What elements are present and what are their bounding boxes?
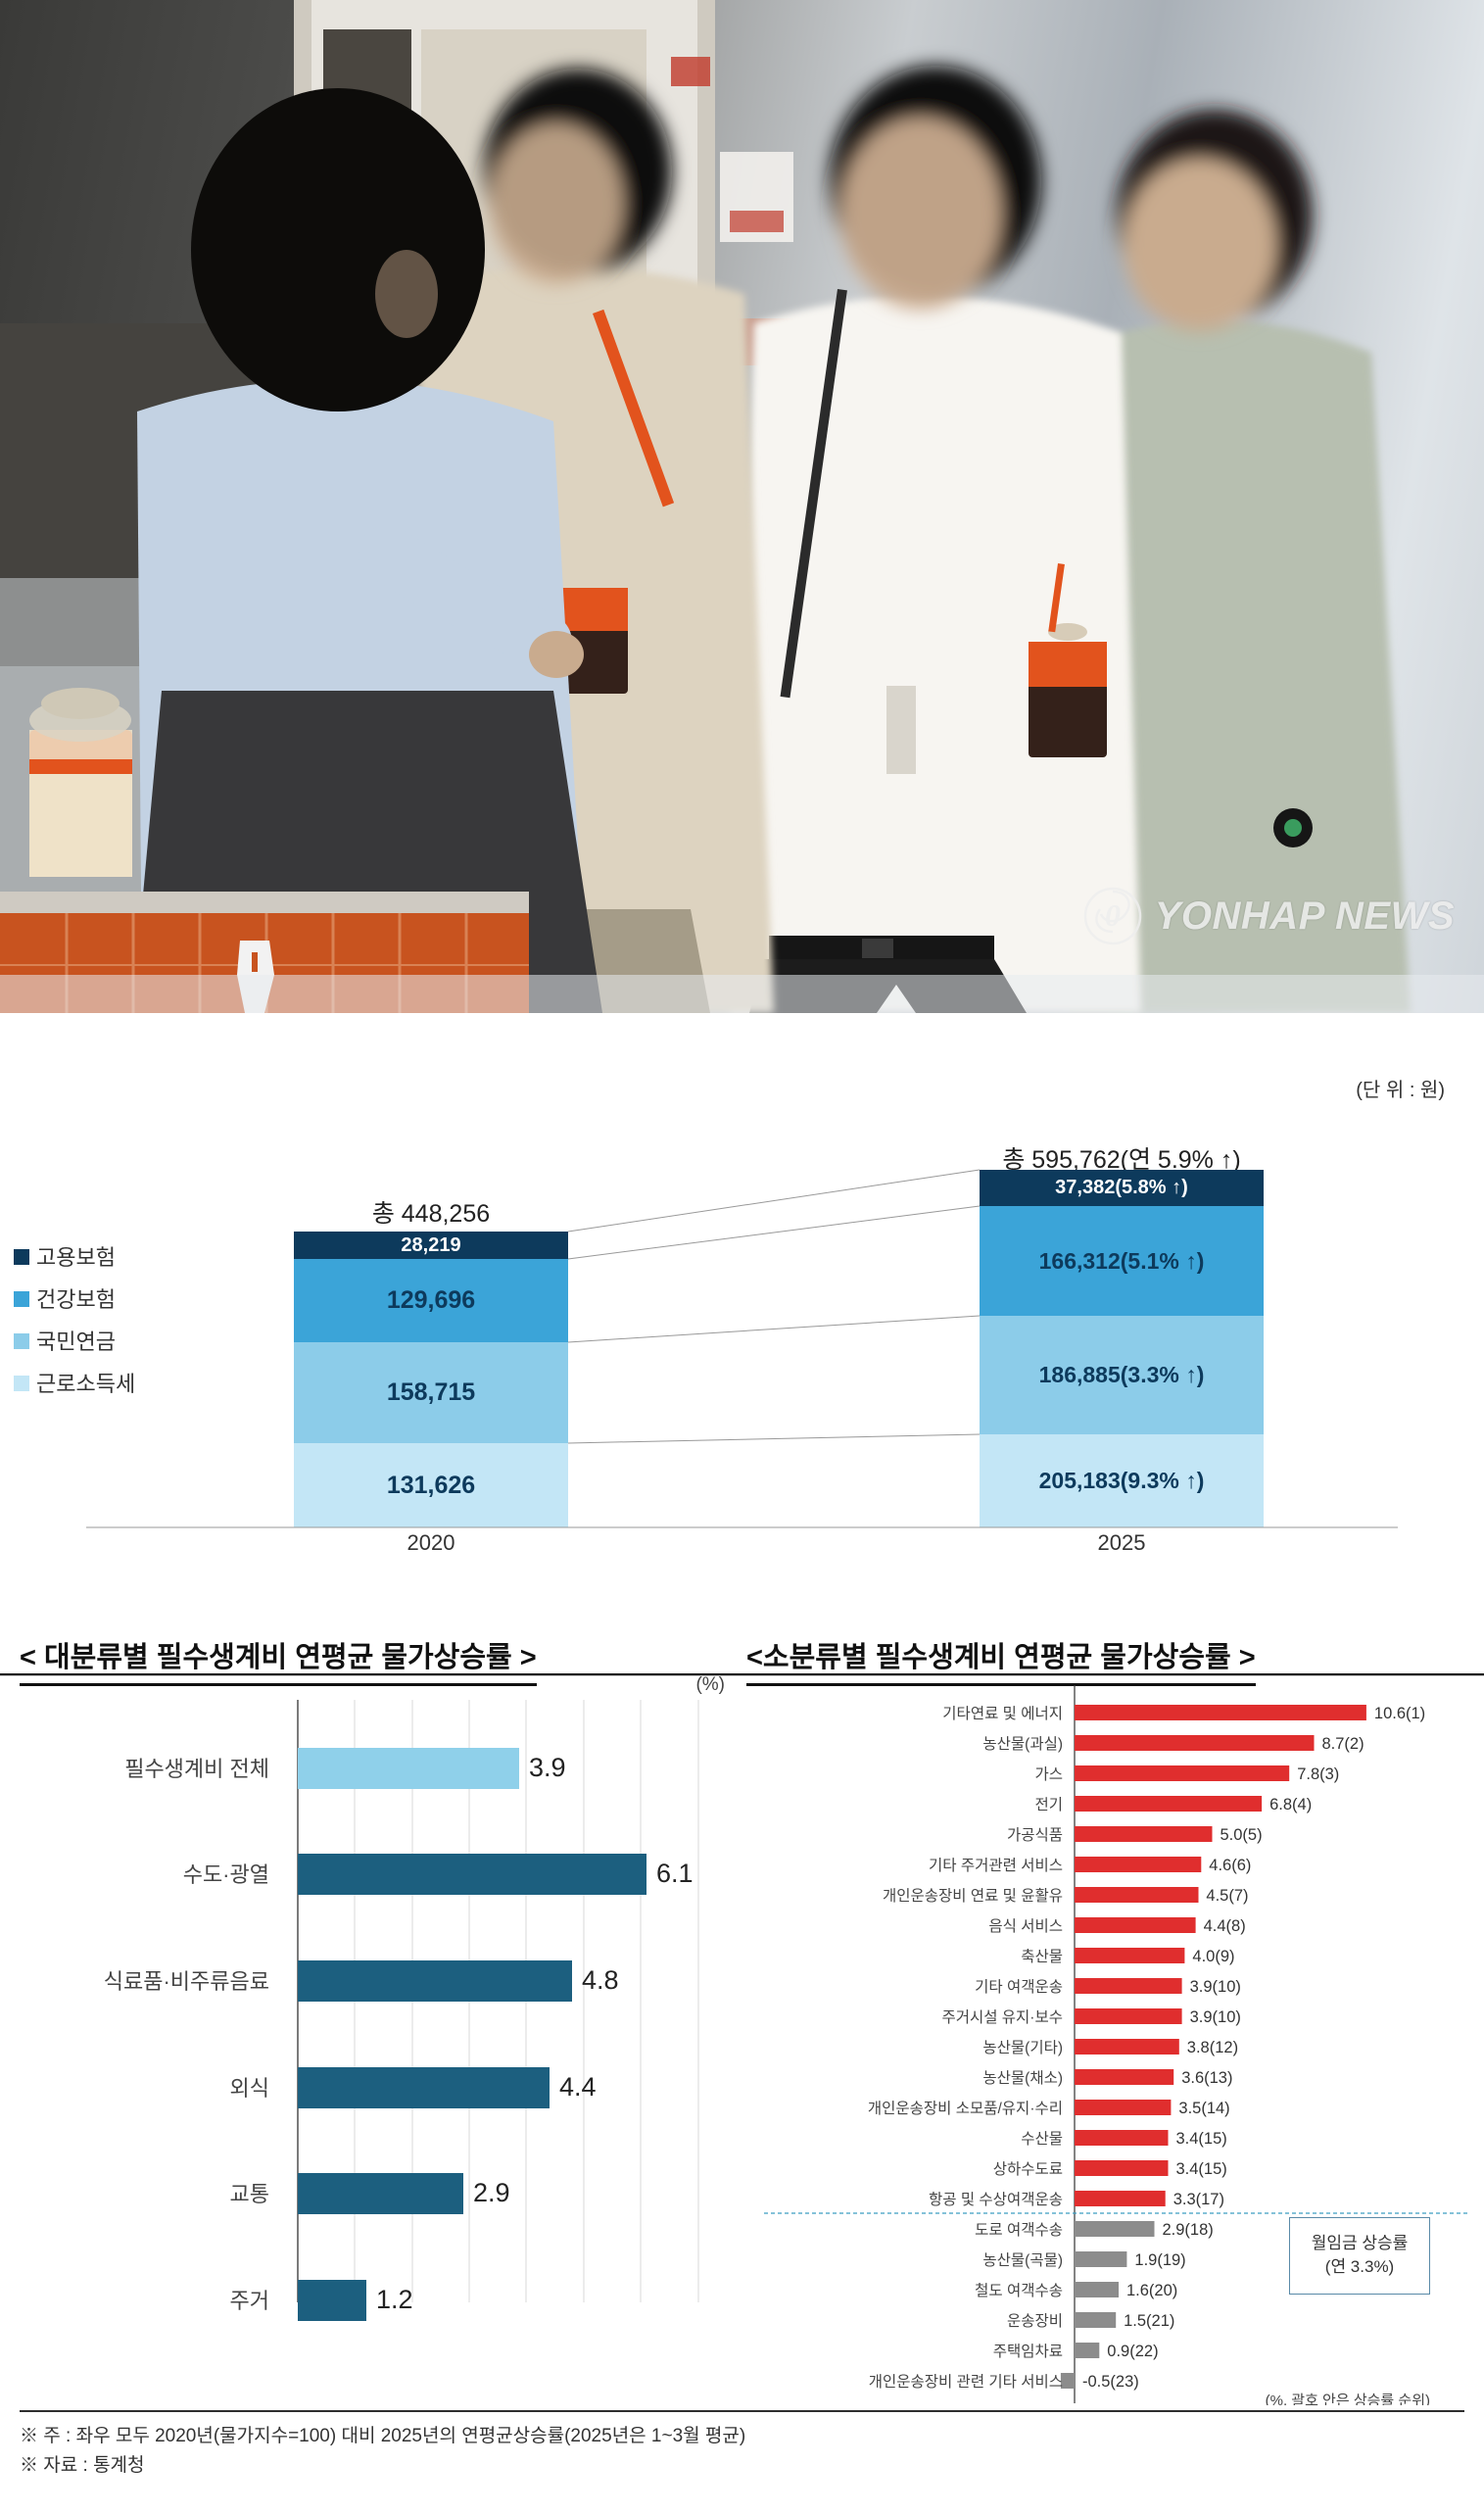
svg-text:3.9(10): 3.9(10): [1190, 2008, 1241, 2026]
svg-text:7.8(3): 7.8(3): [1297, 1765, 1339, 1783]
svg-text:기타 여객운송: 기타 여객운송: [975, 1978, 1063, 1996]
svg-text:개인운송장비 연료 및 윤활유: 개인운송장비 연료 및 윤활유: [883, 1887, 1063, 1905]
svg-text:3.5(14): 3.5(14): [1178, 2100, 1229, 2117]
svg-text:3.3(17): 3.3(17): [1173, 2191, 1224, 2208]
svg-text:수도·광열: 수도·광열: [183, 1862, 269, 1887]
svg-text:4.4(8): 4.4(8): [1204, 1917, 1246, 1935]
svg-text:도로 여객수송: 도로 여객수송: [975, 2221, 1063, 2239]
svg-text:3.9(10): 3.9(10): [1190, 1978, 1241, 1996]
svg-text:4.6(6): 4.6(6): [1209, 1857, 1251, 1874]
svg-text:3.8(12): 3.8(12): [1187, 2039, 1238, 2056]
svg-text:4.0(9): 4.0(9): [1192, 1948, 1234, 1965]
svg-text:항공 및 수상여객운송: 항공 및 수상여객운송: [929, 2191, 1063, 2208]
svg-text:4.8: 4.8: [582, 1965, 619, 1995]
svg-text:4.5(7): 4.5(7): [1206, 1887, 1248, 1905]
svg-text:3.9: 3.9: [529, 1753, 566, 1782]
svg-text:농산물(채소): 농산물(채소): [982, 2069, 1063, 2087]
svg-text:6.8(4): 6.8(4): [1269, 1796, 1312, 1813]
svg-text:식료품·비주류음료: 식료품·비주류음료: [104, 1969, 269, 1994]
svg-text:교통: 교통: [230, 2182, 269, 2206]
svg-text:5.0(5): 5.0(5): [1221, 1826, 1263, 1844]
svg-text:외식: 외식: [230, 2076, 269, 2101]
svg-text:가스: 가스: [1034, 1765, 1063, 1783]
svg-text:운송장비: 운송장비: [1007, 2312, 1063, 2330]
svg-text:3.4(15): 3.4(15): [1176, 2130, 1227, 2148]
svg-text:주택임차료: 주택임차료: [993, 2343, 1063, 2360]
svg-text:2.9: 2.9: [473, 2178, 510, 2207]
svg-text:음식 서비스: 음식 서비스: [988, 1917, 1063, 1935]
svg-text:3.6(13): 3.6(13): [1181, 2069, 1232, 2087]
svg-text:농산물(기타): 농산물(기타): [982, 2039, 1063, 2056]
svg-text:개인운송장비 소모품/유지·수리: 개인운송장비 소모품/유지·수리: [868, 2100, 1063, 2117]
svg-text:0.9(22): 0.9(22): [1107, 2343, 1158, 2360]
svg-text:기타 주거관련 서비스: 기타 주거관련 서비스: [929, 1857, 1063, 1874]
svg-text:가공식품: 가공식품: [1007, 1826, 1063, 1844]
svg-text:상하수도료: 상하수도료: [993, 2160, 1063, 2178]
svg-text:수산물: 수산물: [1021, 2130, 1063, 2148]
svg-text:1.5(21): 1.5(21): [1124, 2312, 1174, 2330]
svg-text:-0.5(23): -0.5(23): [1082, 2373, 1139, 2391]
svg-text:농산물(곡물): 농산물(곡물): [982, 2251, 1063, 2269]
svg-text:철도 여객수송: 철도 여객수송: [975, 2282, 1063, 2299]
svg-text:개인운송장비 관련 기타 서비스: 개인운송장비 관련 기타 서비스: [869, 2373, 1063, 2391]
svg-text:(%): (%): [695, 1674, 725, 1695]
svg-text:0: 0: [1105, 897, 1121, 933]
svg-text:3.4(15): 3.4(15): [1176, 2160, 1227, 2178]
svg-text:2.9(18): 2.9(18): [1163, 2221, 1214, 2239]
svg-text:농산물(과실): 농산물(과실): [982, 1735, 1063, 1753]
svg-text:1.2: 1.2: [376, 2285, 413, 2314]
svg-text:기타연료 및 에너지: 기타연료 및 에너지: [942, 1705, 1063, 1722]
svg-text:8.7(2): 8.7(2): [1322, 1735, 1364, 1753]
svg-text:4.4: 4.4: [559, 2072, 597, 2102]
svg-text:1.9(19): 1.9(19): [1134, 2251, 1185, 2269]
svg-text:전기: 전기: [1034, 1796, 1063, 1813]
svg-text:10.6(1): 10.6(1): [1374, 1705, 1425, 1722]
svg-text:필수생계비 전체: 필수생계비 전체: [124, 1757, 269, 1781]
svg-text:주거시설 유지·보수: 주거시설 유지·보수: [941, 2008, 1063, 2026]
svg-text:6.1: 6.1: [656, 1859, 694, 1888]
svg-text:1.6(20): 1.6(20): [1126, 2282, 1177, 2299]
svg-text:(%, 괄호 안은 상승률 순위): (%, 괄호 안은 상승률 순위): [1266, 2393, 1430, 2405]
svg-text:주거: 주거: [230, 2289, 269, 2313]
svg-text:축산물: 축산물: [1021, 1948, 1063, 1965]
